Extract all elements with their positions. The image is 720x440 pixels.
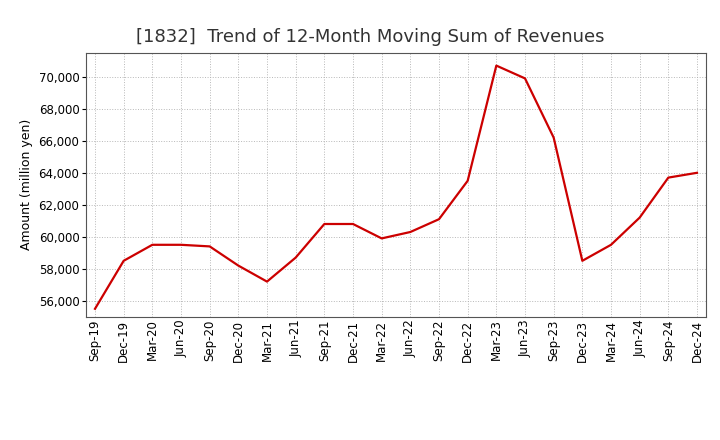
- Y-axis label: Amount (million yen): Amount (million yen): [20, 119, 33, 250]
- Text: [1832]  Trend of 12-Month Moving Sum of Revenues: [1832] Trend of 12-Month Moving Sum of R…: [136, 28, 604, 46]
